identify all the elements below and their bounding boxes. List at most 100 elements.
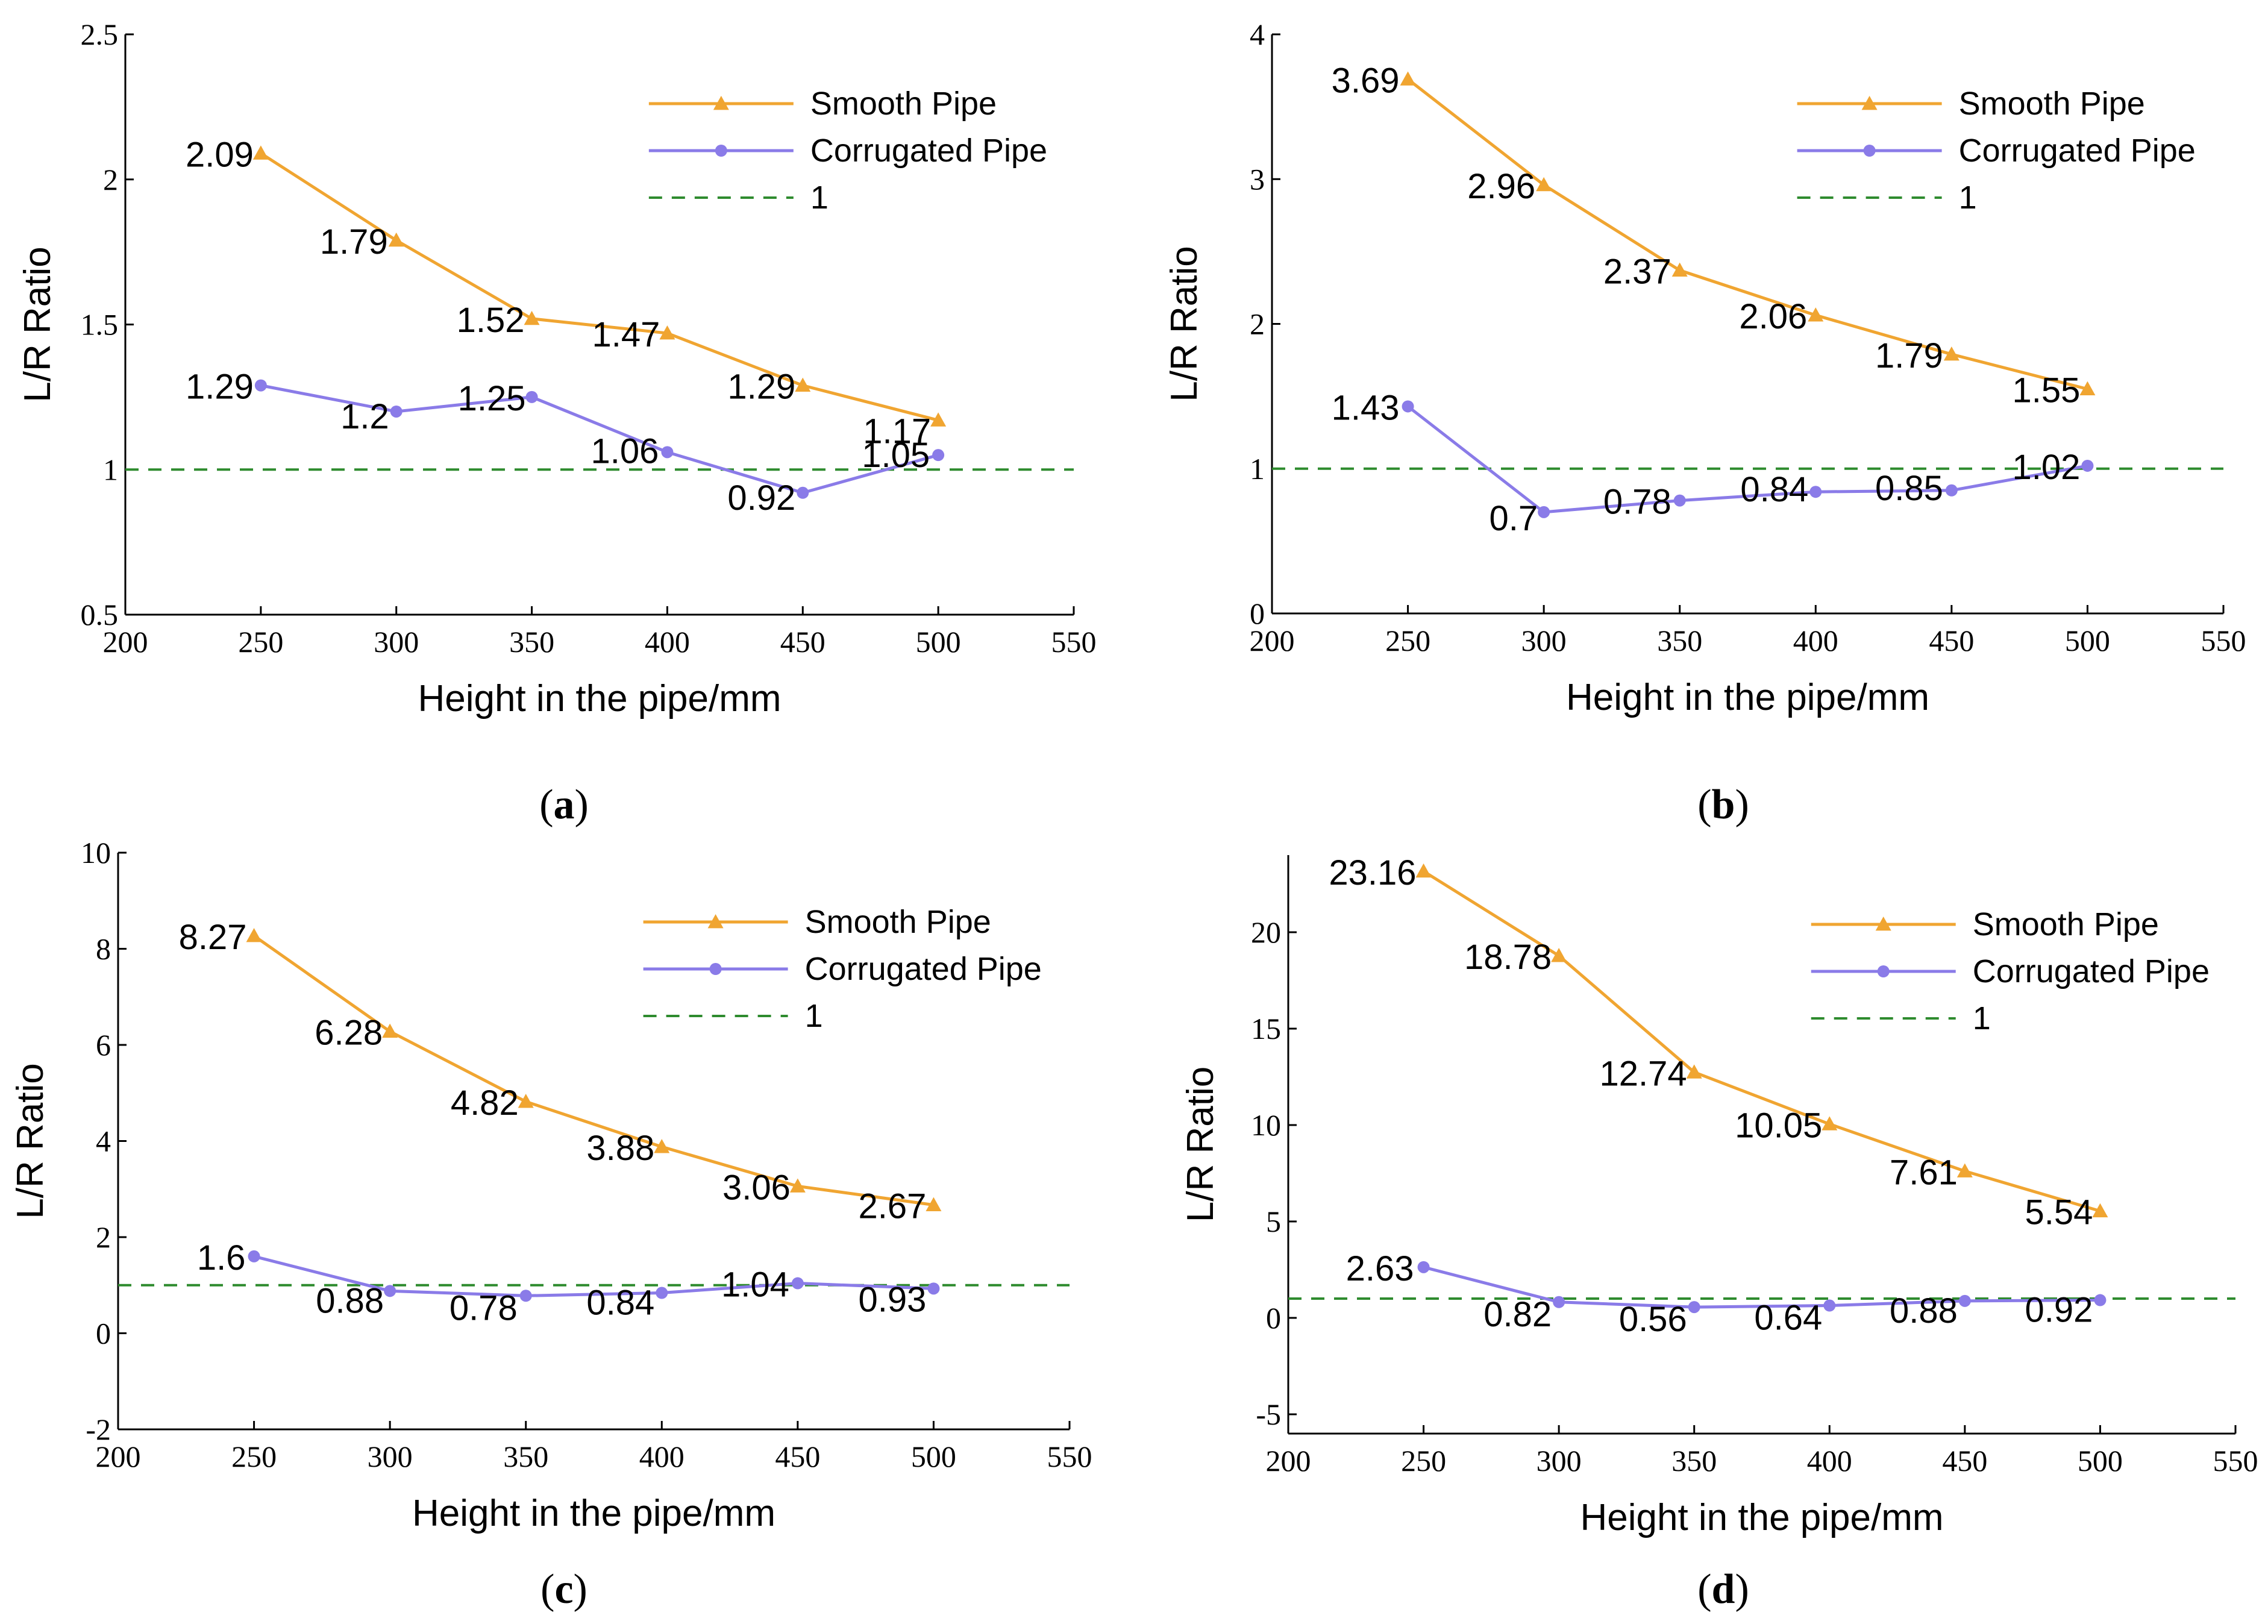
caption-open: (	[1697, 1566, 1711, 1613]
caption-open: (	[540, 1566, 554, 1613]
corrugated-point	[1945, 484, 1958, 497]
y-tick-label: 2	[1250, 307, 1265, 341]
y-tick-label: 20	[1251, 915, 1281, 949]
smooth-data-label: 6.28	[315, 1014, 383, 1053]
x-tick-label: 250	[238, 625, 283, 659]
x-tick-label: 450	[1929, 624, 1974, 657]
x-tick-label: 550	[1051, 625, 1097, 659]
caption-letter: c	[554, 1566, 573, 1613]
x-tick-label: 500	[2078, 1444, 2123, 1478]
legend-swatch-marker	[1861, 96, 1878, 110]
corrugated-point	[1553, 1296, 1565, 1308]
panel-caption: (b)	[1697, 782, 1749, 828]
smooth-point	[1822, 1116, 1838, 1130]
smooth-data-label: 4.82	[451, 1083, 519, 1123]
smooth-data-label: 3.88	[586, 1129, 654, 1168]
caption-open: (	[1697, 782, 1711, 828]
legend-label: Corrugated Pipe	[810, 133, 1047, 169]
x-tick-label: 550	[2201, 624, 2246, 657]
x-axis-title: Height in the pipe/mm	[1580, 1497, 1943, 1538]
corrugated-series-line	[1423, 1265, 2100, 1309]
corrugated-point	[1809, 486, 1822, 498]
corrugated-data-label: 0.93	[859, 1280, 927, 1319]
corrugated-point	[1402, 400, 1414, 413]
smooth-point	[2092, 1203, 2108, 1218]
smooth-series-line	[1407, 78, 2088, 391]
y-tick-label: -5	[1256, 1397, 1281, 1431]
x-tick-label: 350	[509, 625, 554, 659]
caption-letter: a	[554, 782, 575, 828]
legend-item-reference: 1	[648, 180, 829, 216]
corrugated-point	[1688, 1301, 1700, 1314]
y-tick-label: 1.5	[81, 308, 119, 342]
corrugated-data-label: 0.85	[1875, 469, 1943, 508]
corrugated-data-label: 0.7	[1490, 499, 1538, 538]
legend-item-smooth: Smooth Pipe	[643, 904, 991, 940]
corrugated-point	[932, 449, 945, 462]
corrugated-point	[1958, 1294, 1971, 1307]
legend-label: 1	[1973, 1000, 1991, 1036]
x-tick-label: 450	[1942, 1444, 1987, 1478]
legend-label: 1	[1959, 180, 1977, 216]
corrugated-data-label: 0.92	[727, 478, 795, 518]
smooth-point	[388, 232, 404, 247]
corrugated-series-line	[253, 1255, 934, 1297]
legend-label: Smooth Pipe	[1959, 86, 2145, 122]
smooth-data-label: 1.79	[1875, 336, 1943, 375]
corrugated-data-label: 0.92	[2025, 1291, 2093, 1330]
corrugated-point	[384, 1285, 396, 1297]
legend-item-smooth: Smooth Pipe	[1811, 906, 2159, 942]
smooth-data-label: 1.79	[320, 222, 388, 262]
smooth-point	[2079, 381, 2096, 396]
legend-swatch-marker	[1877, 965, 1890, 977]
y-tick-label: 10	[81, 836, 111, 870]
corrugated-data-label: 0.64	[1754, 1299, 1822, 1338]
smooth-point	[926, 1197, 942, 1211]
corrugated-series-line	[260, 384, 939, 495]
x-tick-label: 200	[1250, 624, 1295, 657]
smooth-data-label: 1.52	[457, 301, 525, 340]
y-tick-label: 2.5	[81, 17, 119, 51]
y-tick-label: 5	[1266, 1205, 1281, 1238]
x-tick-label: 200	[103, 625, 148, 659]
x-tick-label: 300	[1521, 624, 1567, 657]
legend-label: Corrugated Pipe	[1959, 133, 2196, 169]
x-tick-label: 300	[1537, 1444, 1582, 1478]
corrugated-point	[791, 1277, 804, 1290]
corrugated-point	[390, 405, 403, 418]
chart-panel-c: 200 250 300 350 400 450 500 550 -2 0 2 4 6 8 10 Height …	[10, 836, 1092, 1534]
legend-label: 1	[805, 998, 823, 1034]
x-tick-label: 500	[2065, 624, 2110, 657]
y-tick-label: 1	[103, 453, 118, 486]
corrugated-data-label: 1.2	[340, 397, 389, 436]
x-tick-label: 550	[1047, 1440, 1092, 1473]
smooth-point	[1536, 177, 1552, 192]
smooth-point	[795, 377, 811, 392]
smooth-point	[1671, 262, 1688, 277]
smooth-point	[1415, 863, 1432, 878]
corrugated-data-label: 2.63	[1346, 1249, 1414, 1288]
smooth-point	[1400, 71, 1416, 86]
x-tick-label: 350	[1657, 624, 1702, 657]
x-tick-label: 500	[911, 1440, 956, 1473]
y-tick-label: 4	[96, 1124, 111, 1158]
smooth-point	[1551, 948, 1567, 962]
smooth-point	[1808, 307, 1824, 322]
legend-item-reference: 1	[643, 998, 823, 1034]
x-tick-label: 550	[2213, 1444, 2258, 1478]
legend-swatch-marker	[707, 914, 724, 929]
x-tick-label: 400	[639, 1440, 684, 1473]
corrugated-point	[2081, 459, 2094, 472]
corrugated-series-line	[1407, 405, 2088, 514]
y-tick-label: -2	[86, 1412, 111, 1446]
smooth-data-label: 12.74	[1600, 1054, 1687, 1093]
x-tick-label: 300	[374, 625, 419, 659]
legend-item-smooth: Smooth Pipe	[1797, 86, 2145, 122]
legend-label: Smooth Pipe	[1973, 906, 2159, 942]
corrugated-point	[1823, 1299, 1836, 1312]
smooth-data-label: 1.17	[863, 412, 931, 451]
corrugated-data-label: 0.88	[1890, 1291, 1958, 1331]
smooth-data-label: 2.09	[186, 135, 254, 174]
smooth-data-label: 3.06	[722, 1168, 791, 1207]
